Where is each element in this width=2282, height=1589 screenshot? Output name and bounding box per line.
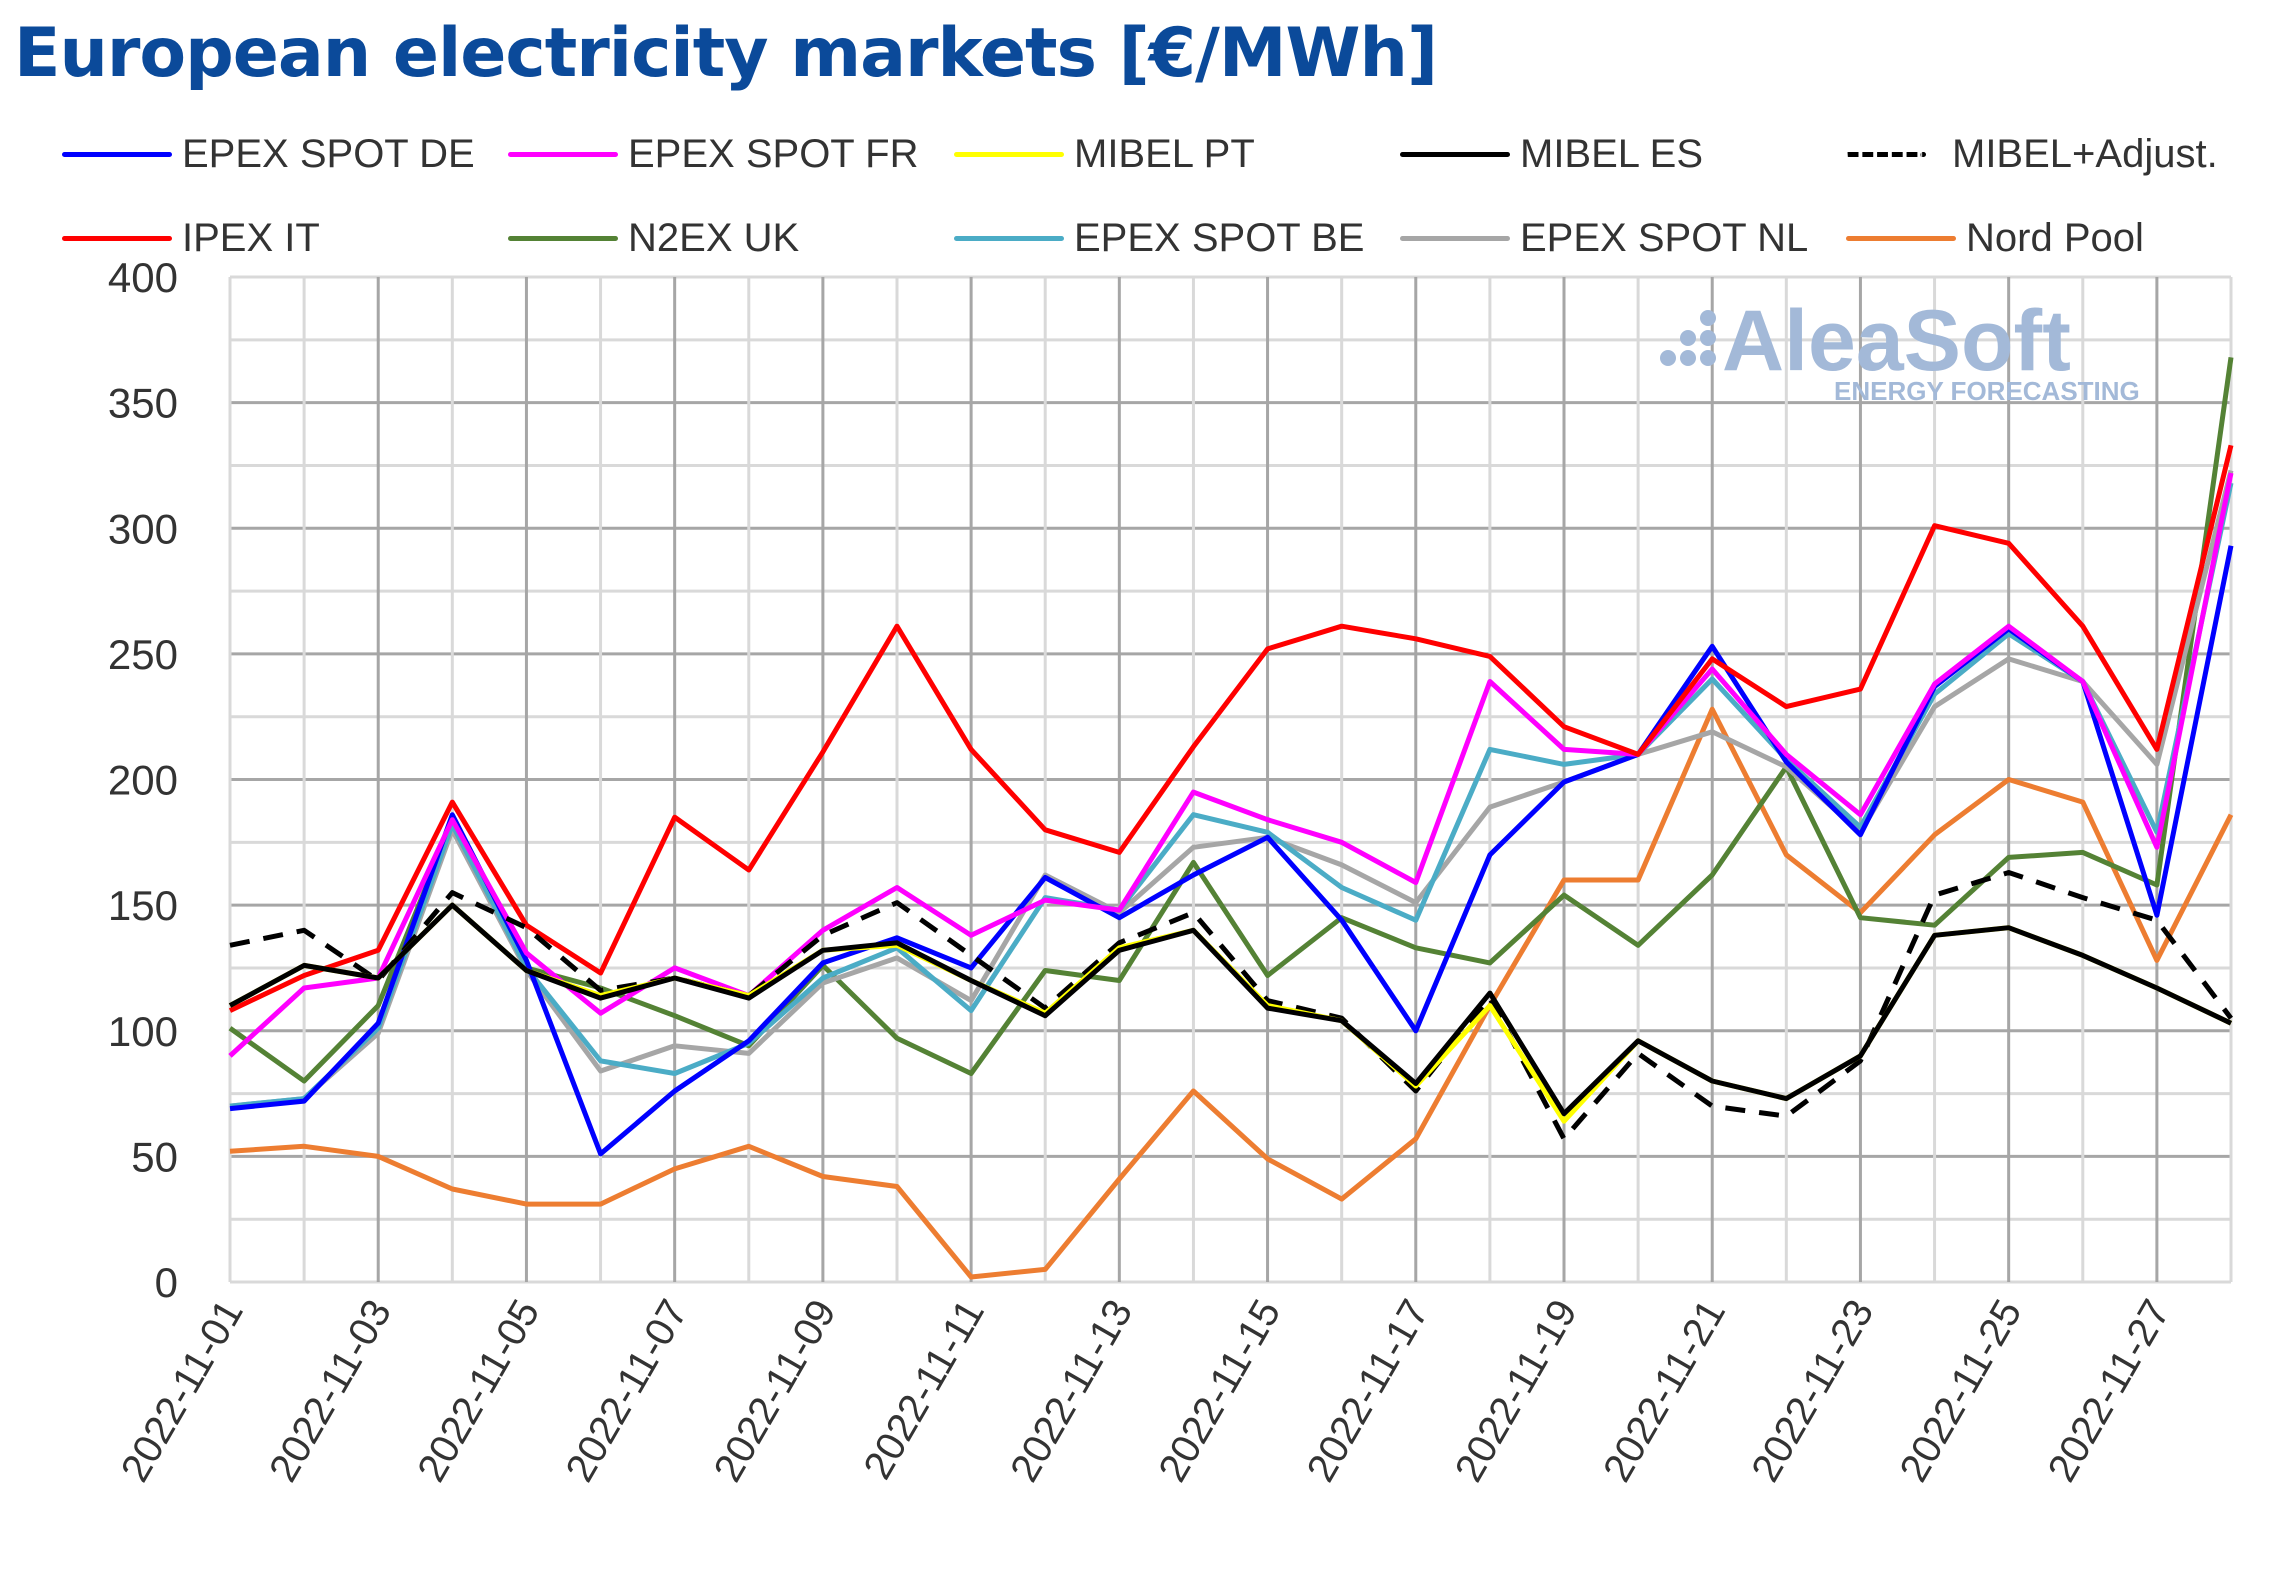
legend-item-mibel-adjust: MIBEL+Adjust. bbox=[1826, 124, 2218, 184]
legend-label: EPEX SPOT NL bbox=[1520, 215, 1809, 260]
series-line-epex-spot-de bbox=[229, 545, 2234, 1157]
series-line-mibel-adjust bbox=[229, 870, 2233, 1142]
y-tick-label: 50 bbox=[131, 1133, 178, 1180]
y-axis-ticks: 0 50 100 150 200 250 300 350 400 bbox=[108, 254, 178, 1306]
chart-title: European electricity markets [€/MWh] bbox=[14, 14, 1438, 93]
legend-label: MIBEL PT bbox=[1074, 131, 1255, 176]
y-tick-label: 100 bbox=[108, 1008, 178, 1055]
x-tick-label: 2022-11-03 bbox=[261, 1293, 400, 1490]
legend-label: MIBEL+Adjust. bbox=[1952, 131, 2218, 176]
legend-item-mibel-es: MIBEL ES bbox=[1400, 124, 1703, 184]
x-axis-ticks: 2022-11-01 2022-11-03 2022-11-05 2022-11-07… bbox=[113, 1292, 2179, 1489]
legend-item-mibel-pt: MIBEL PT bbox=[954, 124, 1255, 184]
series-line-epex-spot-nl bbox=[229, 469, 2234, 1109]
legend-swatch-n2ex-uk bbox=[508, 235, 618, 241]
series-line-epex-spot-be bbox=[229, 482, 2234, 1109]
y-tick-label: 0 bbox=[155, 1259, 178, 1306]
x-tick-label: 2022-11-07 bbox=[558, 1293, 697, 1490]
legend-label: MIBEL ES bbox=[1520, 131, 1704, 176]
y-tick-label: 200 bbox=[108, 757, 178, 804]
x-tick-label: 2022-11-19 bbox=[1447, 1293, 1586, 1490]
x-tick-label: 2022-11-17 bbox=[1299, 1293, 1438, 1490]
legend-swatch-mibel-adjust bbox=[1846, 151, 1926, 157]
grid bbox=[228, 275, 2233, 1284]
legend-item-epex-spot-de: EPEX SPOT DE bbox=[62, 124, 475, 184]
legend-swatch-epex-spot-fr bbox=[508, 151, 618, 157]
legend: EPEX SPOT DE EPEX SPOT FR MIBEL PT MIBEL… bbox=[0, 0, 2282, 270]
y-tick-label: 400 bbox=[108, 254, 178, 301]
y-tick-label: 250 bbox=[108, 631, 178, 678]
aleasoft-logo: AleaSoft ENERGY FORECASTING bbox=[1660, 293, 2140, 406]
x-tick-label: 2022-11-11 bbox=[855, 1293, 992, 1487]
y-tick-label: 300 bbox=[108, 505, 178, 552]
legend-item-epex-spot-be: EPEX SPOT BE bbox=[954, 208, 1365, 268]
y-tick-label: 150 bbox=[108, 882, 178, 929]
legend-label: EPEX SPOT FR bbox=[628, 131, 919, 176]
legend-label: IPEX IT bbox=[182, 215, 320, 260]
x-tick-label: 2022-11-09 bbox=[706, 1293, 845, 1490]
x-tick-label: 2022-11-25 bbox=[1892, 1292, 2031, 1489]
x-tick-label: 2022-11-05 bbox=[409, 1293, 548, 1490]
x-tick-label: 2022-11-21 bbox=[1595, 1293, 1734, 1490]
y-tick-label: 350 bbox=[108, 380, 178, 427]
legend-swatch-nord-pool bbox=[1846, 235, 1956, 241]
x-tick-label: 2022-11-27 bbox=[2040, 1293, 2179, 1490]
legend-swatch-epex-spot-be bbox=[954, 235, 1064, 241]
legend-item-epex-spot-fr: EPEX SPOT FR bbox=[508, 124, 918, 184]
legend-label: EPEX SPOT DE bbox=[182, 131, 475, 176]
x-tick-label: 2022-11-13 bbox=[1002, 1293, 1141, 1490]
series-line-nord-pool bbox=[229, 706, 2234, 1280]
series-lines bbox=[228, 357, 2234, 1280]
logo-tagline: ENERGY FORECASTING bbox=[1834, 376, 2140, 406]
legend-label: EPEX SPOT BE bbox=[1074, 215, 1365, 260]
x-tick-label: 2022-11-23 bbox=[1743, 1292, 1882, 1489]
logo-name: AleaSoft bbox=[1722, 293, 2071, 389]
legend-swatch-epex-spot-de bbox=[62, 151, 172, 157]
legend-swatch-mibel-es bbox=[1400, 151, 1510, 157]
legend-item-ipex-it: IPEX IT bbox=[62, 208, 320, 268]
legend-label: N2EX UK bbox=[628, 215, 800, 260]
legend-item-epex-spot-nl: EPEX SPOT NL bbox=[1400, 208, 1808, 268]
legend-swatch-ipex-it bbox=[62, 235, 172, 241]
series-line-n2ex-uk bbox=[228, 357, 2234, 1084]
legend-item-n2ex-uk: N2EX UK bbox=[508, 208, 799, 268]
legend-label: Nord Pool bbox=[1966, 215, 2144, 260]
legend-swatch-epex-spot-nl bbox=[1400, 235, 1510, 241]
legend-swatch-mibel-pt bbox=[954, 151, 1064, 157]
x-tick-label: 2022-11-15 bbox=[1150, 1293, 1289, 1490]
logo-dots-icon bbox=[1660, 310, 1716, 366]
legend-item-nord-pool: Nord Pool bbox=[1846, 208, 2144, 268]
series-line-ipex-it bbox=[228, 444, 2234, 1013]
x-tick-label: 2022-11-01 bbox=[113, 1293, 252, 1490]
series-line-mibel-es bbox=[228, 902, 2233, 1117]
